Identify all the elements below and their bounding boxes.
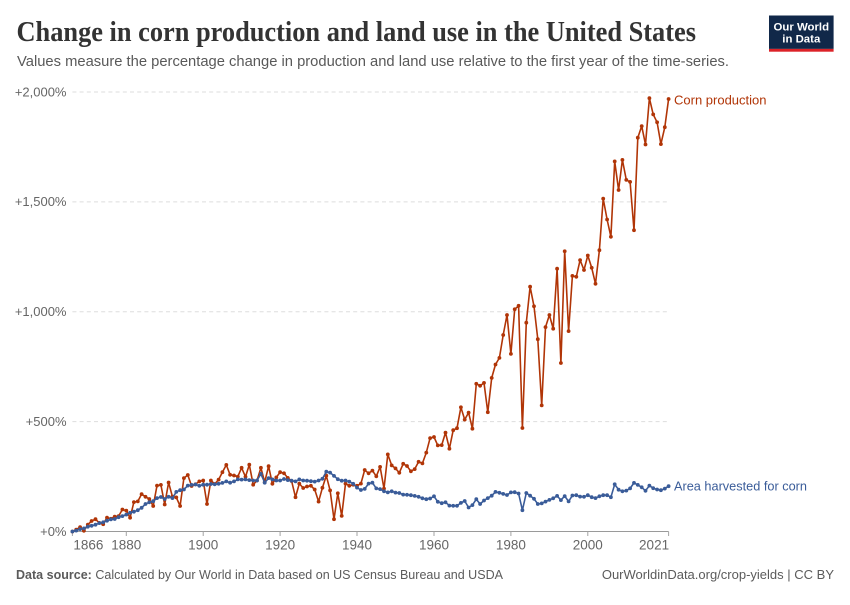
svg-text:Values measure the percentage: Values measure the percentage change in … (17, 54, 729, 70)
svg-text:+1,500%: +1,500% (15, 194, 67, 209)
svg-text:Area harvested for corn: Area harvested for corn (674, 479, 807, 494)
svg-text:1866: 1866 (73, 538, 103, 553)
svg-text:in Data: in Data (782, 33, 821, 45)
svg-text:1900: 1900 (188, 538, 218, 553)
svg-text:Change in corn production and: Change in corn production and land use i… (17, 17, 697, 48)
svg-text:+0%: +0% (40, 524, 67, 539)
svg-text:+2,000%: +2,000% (15, 84, 67, 99)
svg-text:Data source: Calculated by Our: Data source: Calculated by Our World in … (16, 567, 503, 582)
svg-text:2021: 2021 (639, 538, 669, 553)
svg-text:2000: 2000 (573, 538, 603, 553)
svg-text:1980: 1980 (496, 538, 526, 553)
svg-text:1940: 1940 (342, 538, 372, 553)
svg-text:Corn production: Corn production (674, 93, 767, 108)
svg-text:1920: 1920 (265, 538, 295, 553)
svg-text:+500%: +500% (26, 414, 67, 429)
svg-text:1960: 1960 (419, 538, 449, 553)
svg-text:1880: 1880 (111, 538, 141, 553)
svg-text:OurWorldinData.org/crop-yields: OurWorldinData.org/crop-yields | CC BY (602, 567, 834, 582)
svg-text:+1,000%: +1,000% (15, 304, 67, 319)
svg-text:Our World: Our World (774, 22, 830, 34)
